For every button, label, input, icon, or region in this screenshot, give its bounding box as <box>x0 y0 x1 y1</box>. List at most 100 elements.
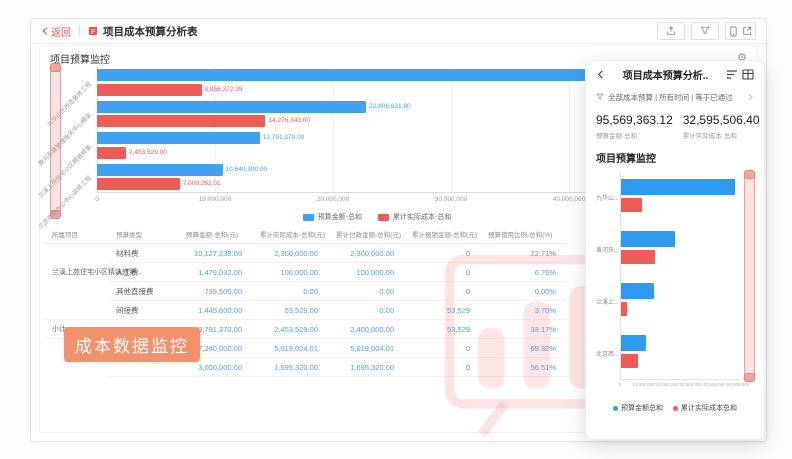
bar-actual[interactable] <box>621 250 655 264</box>
bar-budget[interactable] <box>621 179 736 195</box>
value-cell: 6.76% <box>480 263 566 282</box>
value-cell: 53,529 <box>404 320 480 339</box>
x-axis-tick: 50,000,000 <box>726 382 750 387</box>
table-view-button[interactable] <box>742 68 754 80</box>
value-cell: 1,695,320.00 <box>252 358 328 377</box>
topbar: 返回 项目成本预算分析表 <box>31 19 766 44</box>
back-label: 返回 <box>51 27 71 39</box>
bar-budget[interactable] <box>97 100 367 113</box>
value-cell: 100,000.00 <box>328 263 404 282</box>
toolbar-actions <box>657 22 756 40</box>
value-cell: 53,529 <box>404 301 480 320</box>
value-cell: 1,695,320.00 <box>328 358 404 377</box>
gridline <box>215 66 216 192</box>
bar-actual[interactable] <box>97 146 126 159</box>
slider-handle-bottom[interactable] <box>744 373 755 382</box>
value-cell: 3.70% <box>480 301 566 320</box>
slider-handle-top[interactable] <box>50 63 61 72</box>
budget-bar-chart: 8,856,372.39 22,806,631.80 14,276,343.00 13… <box>38 63 734 242</box>
share-button[interactable] <box>657 22 685 40</box>
value-cell: 69.32% <box>480 339 566 358</box>
preview-export-buttons[interactable] <box>725 22 756 40</box>
legend-item[interactable]: 预算金额-总和 <box>302 212 362 222</box>
bar-value-label: 14,276,343.00 <box>268 117 311 124</box>
filter-text: 全部成本预算 | 所有时间 | 等于已通过 <box>608 92 733 102</box>
page-title: 项目成本预算分析表 <box>103 25 198 38</box>
legend-label: 预算金额-总和 <box>317 214 362 221</box>
y-axis-label: 黄河东.. <box>596 248 618 254</box>
table-row: 材料费 10,127,238.00 2,300,000.00 2,300,000.00… <box>44 244 684 263</box>
value-cell: 5,019,004.01 <box>328 339 404 358</box>
legend-item[interactable]: 累计实际成本-总和 <box>378 212 451 222</box>
legend-item[interactable]: 累计实际成本总和 <box>673 403 737 413</box>
card-back-button[interactable] <box>596 69 605 79</box>
bar-actual[interactable] <box>97 178 180 190</box>
x-axis-tick: 10,000,000 <box>632 382 655 387</box>
legend-dot <box>613 405 618 411</box>
legend-item[interactable]: 预算金额总和 <box>613 403 663 413</box>
value-cell: 2,300,000.00 <box>252 244 328 263</box>
block-head: 项目预算监控 ⚙ <box>40 46 757 67</box>
funnel-icon <box>700 26 710 35</box>
bar-actual[interactable] <box>97 115 266 127</box>
bar-budget[interactable] <box>97 132 260 144</box>
cost-monitor-badge: 成本数据监控 <box>64 327 200 362</box>
bar-actual[interactable] <box>621 302 627 316</box>
bar-budget[interactable] <box>97 163 223 176</box>
x-axis-tick: 40,000,000 <box>552 196 586 203</box>
cost-table: 所属项目 预算类型 预算金额-总和(元) 累计实际成本-总和(元) 累计付款金额-总和(… <box>44 228 684 377</box>
value-cell: 2,300,000.00 <box>328 244 404 263</box>
y-axis-label: 北京西路办公中心装修工程 <box>38 175 94 231</box>
bar-budget[interactable] <box>621 231 675 247</box>
value-cell: 5,019,004.01 <box>252 339 328 358</box>
filter-bar[interactable]: 全部成本预算 | 所有时间 | 等于已通过 <box>596 87 754 107</box>
filter-button[interactable] <box>691 22 719 40</box>
bar-actual[interactable] <box>621 198 642 212</box>
settings-gear-icon[interactable]: ⚙ <box>737 52 747 64</box>
bar-actual[interactable] <box>97 83 202 96</box>
card-header: 项目成本预算分析.. <box>596 61 754 87</box>
x-axis-tick: 30,000,000 <box>434 196 468 203</box>
chart-legend: 预算金额-总和 累计实际成本-总和 <box>97 212 657 222</box>
value-cell: 739,500.00 <box>178 282 252 301</box>
bar-budget[interactable] <box>621 335 647 351</box>
column-header: 预算金额-总和(元) <box>178 228 252 244</box>
bar-budget[interactable] <box>621 283 654 299</box>
chevron-left-icon <box>597 69 603 79</box>
back-button[interactable]: 返回 <box>41 24 71 39</box>
bar-value-label: 10,640,300.00 <box>225 165 268 173</box>
bar-actual[interactable] <box>621 354 638 368</box>
metric-actual-cost: 32,595,506.40 累计实际成本·总和 <box>683 113 760 140</box>
table-grid-icon <box>742 68 754 80</box>
legend-swatch <box>302 213 314 221</box>
value-cell: 0 <box>404 339 480 358</box>
panel-bar-chart: 九华山.. 黄河东.. 兰溪上.. 北京西.. 0 10,000,000 20,000,00… <box>596 170 755 395</box>
value-cell: 7,240,000.00 <box>178 339 252 358</box>
value-cell: 0 <box>404 358 480 377</box>
y-zoom-slider[interactable] <box>50 63 61 219</box>
column-header: 累计付款金额-总和(元) <box>328 228 404 244</box>
bar-value-label: 2,453,529.00 <box>128 148 167 156</box>
card-section-title: 项目预算监控 <box>596 154 656 165</box>
phone-icon <box>730 26 737 36</box>
x-axis-tick: 30,000,000 <box>679 382 703 387</box>
chart-plot-area: 8,856,372.39 22,806,631.80 14,276,343.00 13… <box>97 66 657 193</box>
value-cell: 1,445,600.00 <box>178 301 252 320</box>
metric-label: 累计实际成本·总和 <box>682 133 737 140</box>
slider-handle-bottom[interactable] <box>50 210 61 219</box>
x-axis-tick: 20,000,000 <box>655 382 679 387</box>
y-axis-label: 北京西.. <box>596 352 618 358</box>
slider-handle-top[interactable] <box>744 170 755 179</box>
legend-dot <box>673 405 678 411</box>
panel-y-zoom-slider[interactable] <box>744 170 755 382</box>
column-header: 累计报销金额-总和(元) <box>404 228 480 244</box>
sort-list-button[interactable] <box>726 69 738 80</box>
legend-label: 累计实际成本总和 <box>681 405 737 412</box>
gridline <box>451 66 452 192</box>
project-cell: 兰溪上苑住宅小区精装修第... <box>52 269 142 276</box>
table-row: 间接费 1,445,600.00 53,529.00 0.00 53,529 3.70% <box>44 301 684 320</box>
value-cell: 2,453,529.00 <box>252 320 328 339</box>
bar-budget[interactable] <box>97 69 657 81</box>
metric-label: 预算金额·总和 <box>596 133 638 140</box>
